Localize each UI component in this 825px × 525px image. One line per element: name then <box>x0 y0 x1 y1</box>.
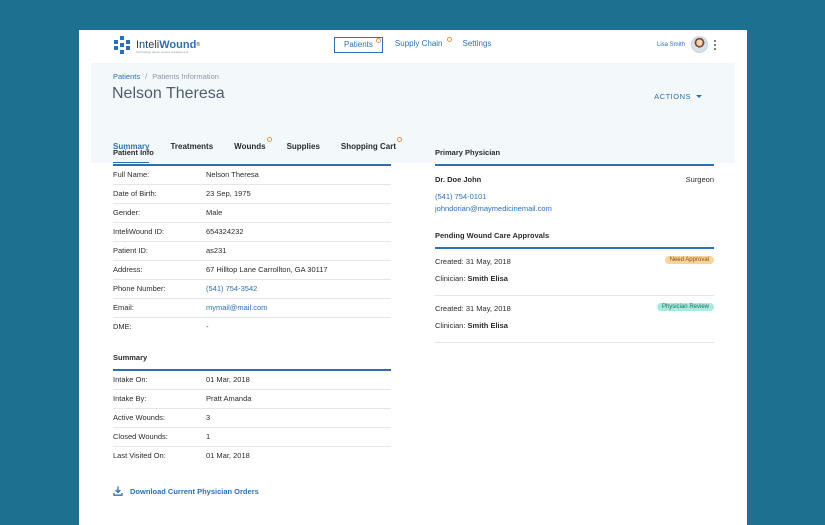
info-row-address: Address: 67 Hilltop Lane Carrollton, GA 3… <box>113 261 391 280</box>
summary-row-intake-on: Intake On: 01 Mar, 2018 <box>113 371 391 390</box>
physician-role: Surgeon <box>685 175 714 184</box>
section-divider <box>435 164 714 166</box>
summary-row-intake-by: Intake By: Pratt Amanda <box>113 390 391 409</box>
patient-info-title: Patient Info <box>113 148 154 157</box>
breadcrumb: Patients / Patients Information <box>113 72 219 81</box>
brand-tagline: Technology driven wound management <box>136 50 189 54</box>
info-row-gender: Gender: Male <box>113 204 391 223</box>
notification-dot <box>397 137 403 142</box>
top-navigation: InteliWound® Technology driven wound man… <box>79 30 747 60</box>
download-physician-orders-link[interactable]: Download Current Physician Orders <box>113 486 259 496</box>
summary-row-active-wounds: Active Wounds: 3 <box>113 409 391 428</box>
summary-table: Intake On: 01 Mar, 2018 Intake By: Pratt A… <box>113 369 391 466</box>
info-row-inteliwound-id: InteliWound ID: 654324232 <box>113 223 391 242</box>
summary-row-closed-wounds: Closed Wounds: 1 <box>113 428 391 447</box>
approval-created: Created: 31 May, 2018 <box>435 257 511 266</box>
breadcrumb-patients[interactable]: Patients <box>113 72 141 81</box>
info-row-dob: Date of Birth: 23 Sep, 1975 <box>113 185 391 204</box>
actions-dropdown[interactable]: ACTIONS <box>654 92 702 101</box>
physician-email-link[interactable]: johndorian@maymedicinemail.com <box>435 204 552 213</box>
patient-info-table: Full Name: Nelson Theresa Date of Birth: 2… <box>113 164 391 337</box>
nav-supply-chain[interactable]: Supply Chain <box>385 37 453 53</box>
patient-tabs: Summary Treatments Wounds Supplies Shopp… <box>113 137 417 163</box>
physician-name: Dr. Doe John <box>435 175 482 184</box>
section-divider <box>435 247 714 249</box>
info-row-dme: DME: - <box>113 321 209 331</box>
tab-shopping-cart[interactable]: Shopping Cart <box>341 137 403 163</box>
info-row-full-name: Full Name: Nelson Theresa <box>113 166 391 185</box>
approval-item[interactable]: Created: 31 May, 2018 Need Approval Clin… <box>435 249 714 296</box>
user-name[interactable]: Lisa Smith <box>656 41 685 48</box>
tab-treatments[interactable]: Treatments <box>170 142 214 151</box>
section-divider <box>113 369 391 371</box>
summary-title: Summary <box>113 353 148 362</box>
download-label: Download Current Physician Orders <box>130 486 259 496</box>
notification-dot <box>375 38 381 43</box>
approval-clinician: Clinician: Smith Elisa <box>435 274 508 283</box>
breadcrumb-separator: / <box>145 72 148 81</box>
brand-name: InteliWound® <box>136 38 200 51</box>
approval-item[interactable]: Created: 31 May, 2018 Physician Review C… <box>435 296 714 343</box>
primary-physician-title: Primary Physician <box>435 148 501 157</box>
tab-wounds[interactable]: Wounds <box>234 137 272 163</box>
summary-row-last-visited: Last Visited On: 01 Mar, 2018 <box>113 450 250 460</box>
notification-dot <box>266 137 272 142</box>
user-menu[interactable]: Lisa Smith <box>657 36 717 53</box>
info-row-patient-id: Patient ID: as231 <box>113 242 391 261</box>
section-divider <box>113 164 391 166</box>
nav-patients[interactable]: Patients <box>334 37 383 53</box>
tab-summary[interactable]: Summary <box>113 141 150 163</box>
avatar[interactable] <box>691 36 708 53</box>
phone-link[interactable]: (541) 754-3542 <box>206 283 258 293</box>
approval-created: Created: 31 May, 2018 <box>435 304 511 313</box>
physician-phone-link[interactable]: (541) 754-0101 <box>435 192 487 201</box>
app-window: InteliWound® Technology driven wound man… <box>79 30 747 525</box>
approval-clinician: Clinician: Smith Elisa <box>435 321 508 330</box>
tab-supplies[interactable]: Supplies <box>286 142 320 151</box>
status-badge: Need Approval <box>664 256 714 264</box>
approvals-title: Pending Wound Care Approvals <box>435 231 550 240</box>
page-header: Patients / Patients Information Nelson The… <box>91 63 735 163</box>
caret-down-icon <box>696 95 702 98</box>
main-nav: Patients Supply Chain Settings <box>334 37 501 53</box>
primary-physician-card: Dr. Doe John Surgeon (541) 754-0101 john… <box>435 164 714 214</box>
approvals-divider <box>435 247 714 249</box>
actions-label: ACTIONS <box>654 92 691 101</box>
info-row-email: Email: mymail@mail.com <box>113 299 391 318</box>
download-icon <box>113 486 123 496</box>
kebab-icon[interactable] <box>714 39 717 50</box>
email-link[interactable]: mymail@mail.com <box>206 302 268 312</box>
page-title: Nelson Theresa <box>112 85 225 102</box>
notification-dot <box>446 37 452 42</box>
brand-logo[interactable]: InteliWound® Technology driven wound man… <box>113 35 200 55</box>
info-row-phone: Phone Number: (541) 754-3542 <box>113 280 391 299</box>
status-badge: Physician Review <box>656 303 714 311</box>
logo-mark-icon <box>113 36 131 54</box>
breadcrumb-current: Patients Information <box>152 72 219 81</box>
nav-settings[interactable]: Settings <box>462 39 492 48</box>
